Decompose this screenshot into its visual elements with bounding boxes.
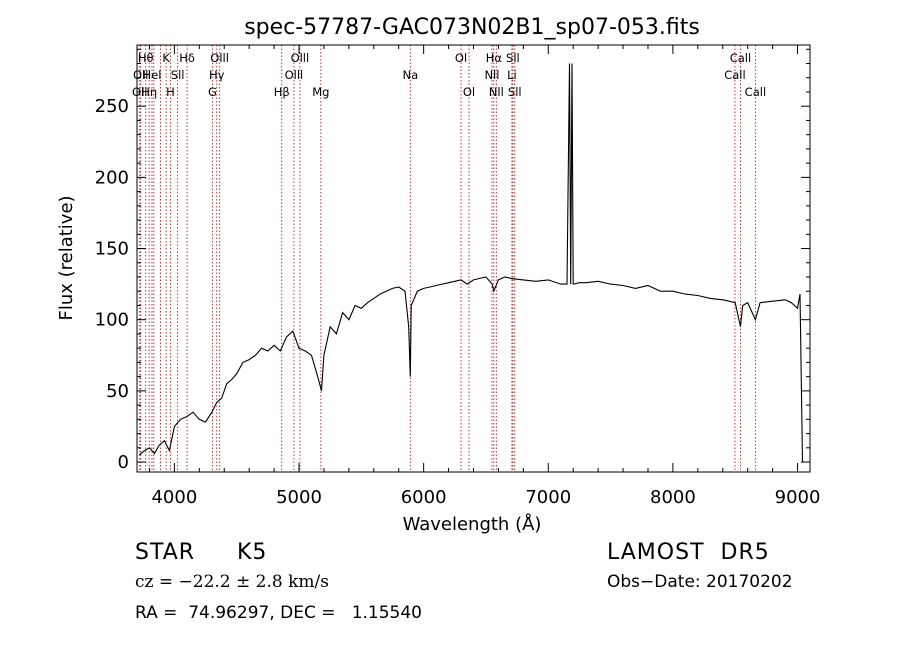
line-marker-label: G: [208, 85, 217, 99]
spectral-line-labels: OllOllHθHηHelKHSllHδGHγOlllHβOlllOlllMgN…: [132, 51, 766, 99]
line-marker-label: Hθ: [138, 51, 154, 65]
line-marker-label: Olll: [285, 68, 304, 82]
x-tick-label: 9000: [775, 487, 821, 508]
line-marker-label: H: [166, 85, 175, 99]
line-marker-label: Ol: [455, 51, 467, 65]
survey-name: LAMOST DR5: [607, 540, 770, 565]
y-tick-label: 0: [118, 452, 129, 473]
x-tick-label: 7000: [525, 487, 571, 508]
x-tick-label: 6000: [401, 487, 447, 508]
y-tick-label: 150: [95, 239, 129, 260]
line-marker-label: Call: [745, 85, 766, 99]
y-axis-label: Flux (relative): [56, 195, 77, 320]
line-marker-label: Olll: [291, 51, 310, 65]
line-marker-label: Mg: [312, 85, 329, 99]
redshift-readout: cz = −22.2 ± 2.8 km/s: [135, 572, 329, 592]
line-marker-label: Hγ: [209, 68, 225, 82]
plot-frame: [136, 44, 811, 473]
x-tick-label: 5000: [276, 487, 322, 508]
line-marker-label: Hel: [142, 68, 161, 82]
object-subclass: K5: [237, 540, 268, 565]
spectral-line-markers: [139, 45, 756, 472]
line-marker-label: Sll: [171, 68, 185, 82]
y-tick-label: 200: [95, 167, 129, 188]
coordinates-readout: RA = 74.96297, DEC = 1.15540: [135, 603, 422, 623]
line-marker-label: Hδ: [179, 51, 195, 65]
line-marker-label: Hβ: [274, 85, 290, 99]
chart-title: spec-57787-GAC073N02B1_sp07-053.fits: [244, 15, 700, 40]
object-class: STAR: [135, 540, 196, 565]
line-marker-label: Na: [402, 68, 418, 82]
x-tick-label: 4000: [151, 487, 197, 508]
y-axis: 0 50 100 150 200 250: [95, 48, 810, 473]
line-marker-label: Call: [724, 68, 745, 82]
line-marker-label: Sll: [506, 51, 520, 65]
line-marker-label: Call: [730, 51, 751, 65]
line-marker-label: K: [162, 51, 170, 65]
observation-date: Obs−Date: 20170202: [607, 572, 793, 592]
x-axis: 4000 5000 6000 7000 8000 9000: [148, 45, 821, 508]
line-marker-label: Li: [507, 68, 517, 82]
line-marker-label: Nll: [489, 85, 504, 99]
line-marker-label: Olll: [210, 51, 229, 65]
y-tick-label: 250: [95, 96, 129, 117]
line-marker-label: Ol: [463, 85, 475, 99]
x-tick-label: 8000: [650, 487, 696, 508]
y-tick-label: 100: [95, 310, 129, 331]
y-tick-label: 50: [106, 381, 129, 402]
line-marker-label: Nll: [484, 68, 499, 82]
x-axis-label: Wavelength (Å): [403, 513, 542, 535]
line-marker-label: Sll: [508, 85, 522, 99]
spectrum-line: [139, 63, 805, 463]
line-marker-label: Hη: [141, 85, 157, 99]
line-marker-label: Hα: [486, 51, 503, 65]
